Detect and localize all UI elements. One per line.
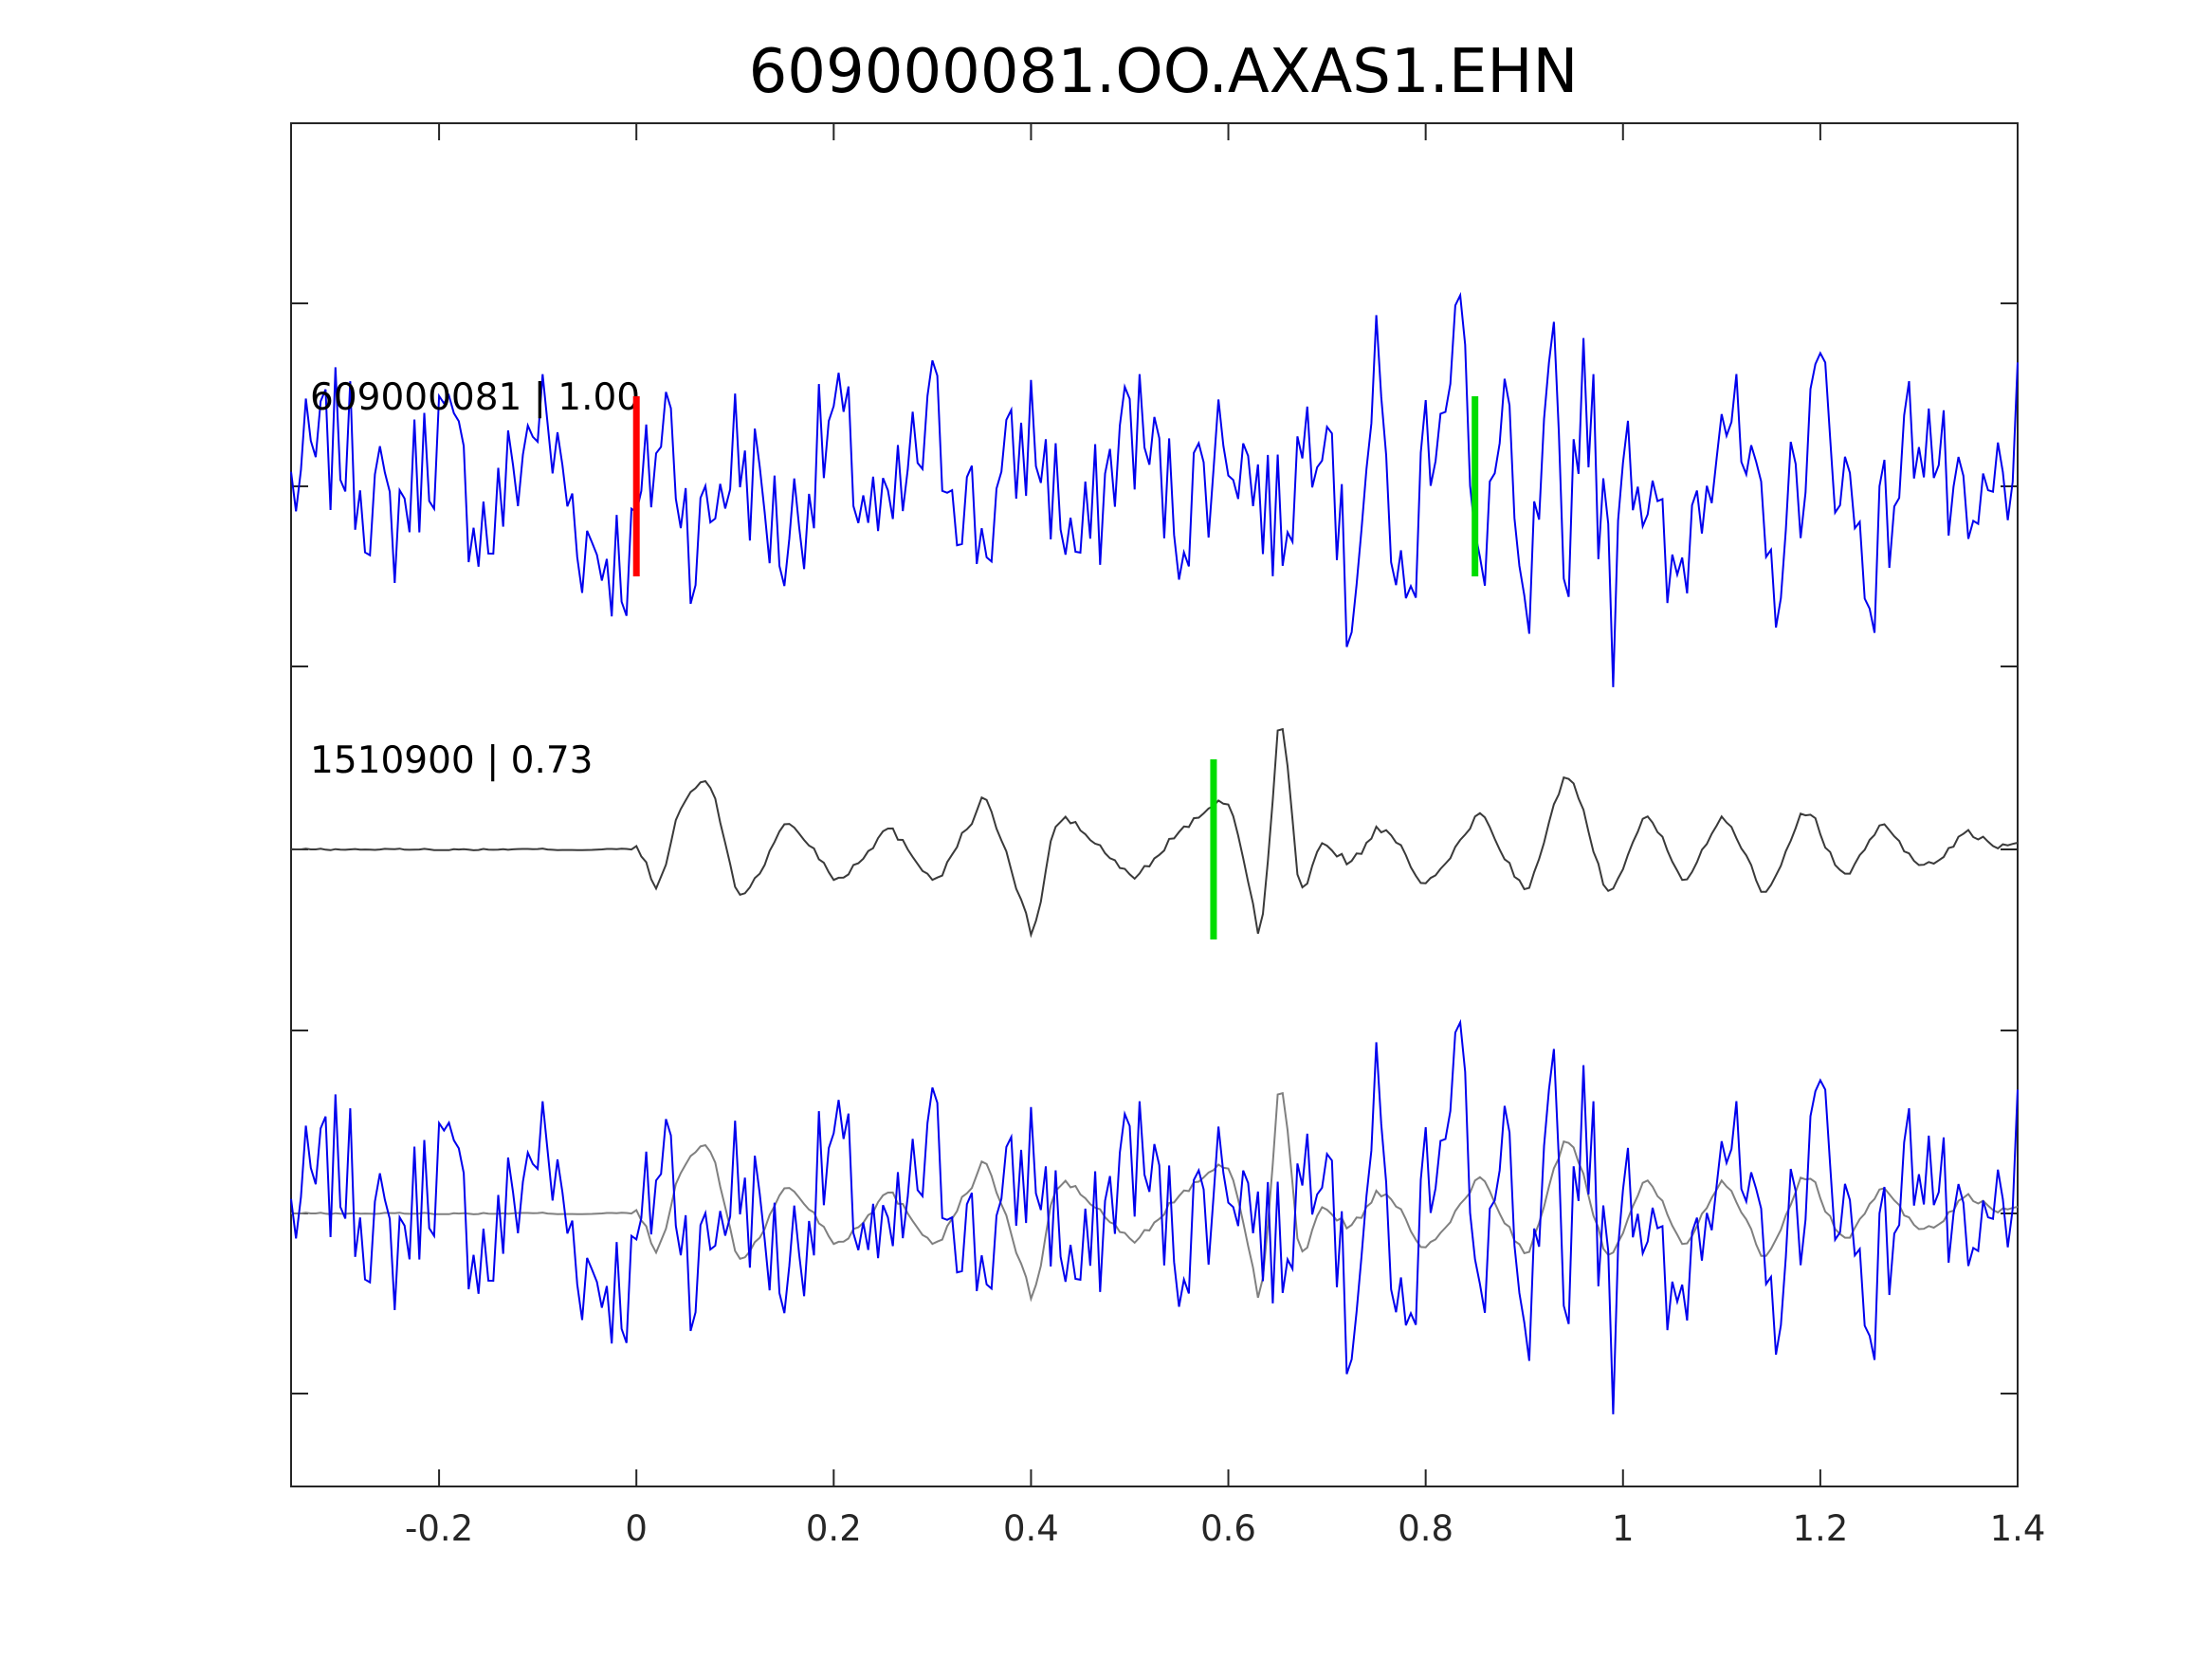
- x-tick-label-4: 0.6: [1200, 1508, 1256, 1549]
- trace-1-line: [290, 291, 2019, 687]
- plot-frame: [290, 122, 2019, 1487]
- x-tick-label-0: -0.2: [405, 1508, 473, 1549]
- x-tick-label-7: 1.2: [1792, 1508, 1848, 1549]
- x-tick-label-3: 0.4: [1003, 1508, 1059, 1549]
- x-tick-label-8: 1.4: [1990, 1508, 2046, 1549]
- trace-2-label: 1510900 | 0.73: [310, 739, 593, 782]
- trace-2-line: [290, 727, 2019, 939]
- overlay-gray-line: [290, 1091, 2019, 1303]
- x-tick-label-6: 1: [1612, 1508, 1635, 1549]
- plot-area: -0.2 0 0.2 0.4 0.6 0.8 1 1.2 1.4 609000081 | 1.00…: [290, 122, 2046, 1549]
- x-tick-label-5: 0.8: [1398, 1508, 1453, 1549]
- x-tick-label-2: 0.2: [806, 1508, 862, 1549]
- overlay-blue-line: [290, 1018, 2019, 1414]
- trace-1-label: 609000081 | 1.00: [310, 376, 640, 419]
- chart-title: 609000081.OO.AXAS1.EHN: [749, 37, 1579, 107]
- x-tick-label-1: 0: [625, 1508, 648, 1549]
